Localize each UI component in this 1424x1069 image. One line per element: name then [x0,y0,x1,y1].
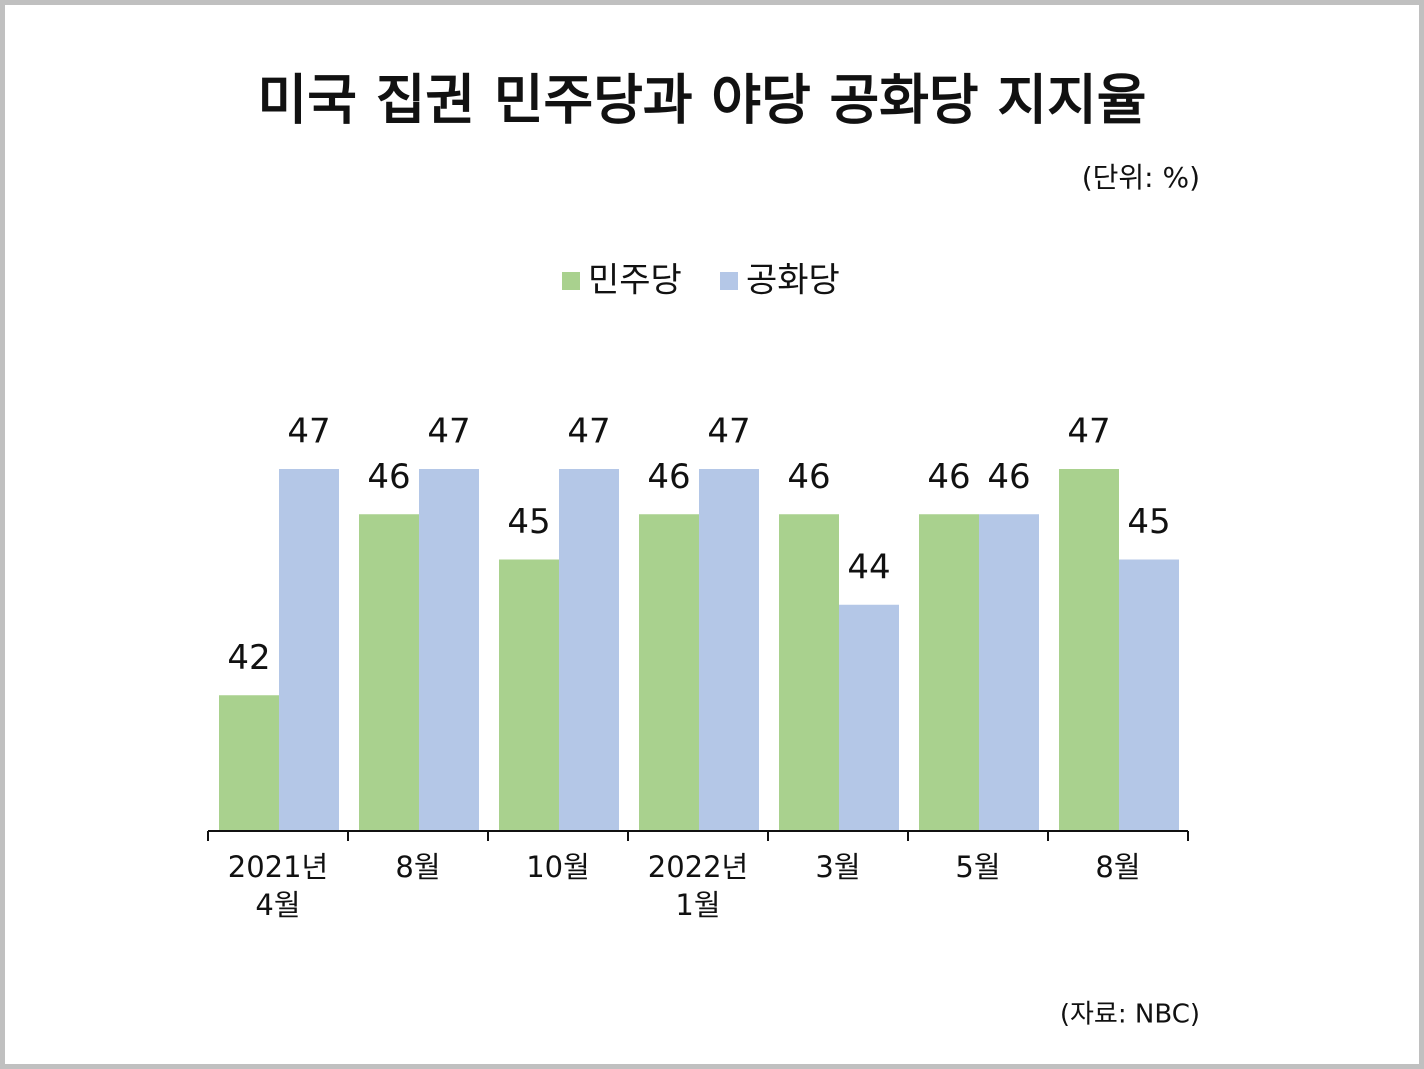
x-tick-label: 5월 [955,850,1001,884]
value-label: 46 [987,457,1030,497]
value-label: 45 [1127,502,1170,542]
bar [639,514,699,831]
x-tick-label: 8월 [1095,850,1141,884]
legend-swatch [562,272,580,290]
bar [779,514,839,831]
legend-swatch [720,272,738,290]
bar [219,695,279,831]
value-label: 47 [1067,412,1110,452]
bar [699,469,759,831]
bar [559,469,619,831]
bar [979,514,1039,831]
value-label: 45 [507,502,550,542]
bar [499,559,559,831]
value-label: 44 [847,547,890,587]
x-tick-label: 8월 [395,850,441,884]
bar [359,514,419,831]
value-label: 47 [427,412,470,452]
unit-note: (단위: %) [1082,161,1200,194]
legend-label: 민주당 [588,261,682,301]
x-tick-label: 2022년 1월 [647,850,749,922]
source: (자료: NBC) [1060,1000,1200,1030]
bar [279,469,339,831]
x-tick-label: 10월 [526,850,590,884]
bar [919,514,979,831]
bar [419,469,479,831]
value-label: 46 [927,457,970,497]
value-label: 46 [647,457,690,497]
value-label: 46 [367,457,410,497]
value-label: 47 [707,412,750,452]
value-label: 47 [567,412,610,452]
chart-title: 미국 집권 민주당과 야당 공화당 지지율 [258,69,1147,132]
bar [1119,559,1179,831]
x-tick-label: 2021년 4월 [227,850,329,922]
bar [839,604,899,831]
value-label: 42 [227,638,270,678]
x-tick-label: 3월 [815,850,861,884]
value-label: 46 [787,457,830,497]
legend-label: 공화당 [746,261,840,301]
value-label: 47 [287,412,330,452]
bar [1059,469,1119,831]
